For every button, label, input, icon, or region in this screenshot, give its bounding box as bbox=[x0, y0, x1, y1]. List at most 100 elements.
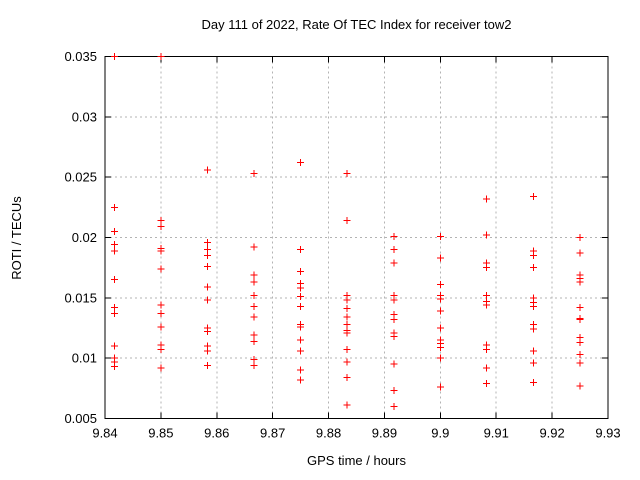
data-point-marker bbox=[483, 195, 491, 203]
data-point-marker bbox=[530, 325, 538, 333]
data-point-marker bbox=[203, 166, 211, 174]
data-point-marker bbox=[390, 246, 398, 254]
data-point-marker bbox=[343, 305, 351, 313]
data-point-marker bbox=[203, 283, 211, 291]
data-point-marker bbox=[436, 295, 444, 303]
x-tick-label: 9.9 bbox=[431, 426, 449, 441]
chart-title: Day 111 of 2022, Rate Of TEC Index for r… bbox=[201, 17, 512, 32]
data-point-marker bbox=[343, 346, 351, 354]
x-tick-label: 9.86 bbox=[204, 426, 229, 441]
data-point-marker bbox=[483, 364, 491, 372]
data-point-marker bbox=[483, 231, 491, 239]
x-tick-label: 9.84 bbox=[92, 426, 117, 441]
y-tick-label: 0.005 bbox=[64, 411, 97, 426]
data-point-marker bbox=[343, 313, 351, 321]
data-point-marker bbox=[483, 301, 491, 309]
y-tick-label: 0.02 bbox=[72, 230, 97, 245]
data-point-marker bbox=[390, 402, 398, 410]
data-point-marker bbox=[250, 243, 258, 251]
data-point-marker bbox=[111, 363, 119, 371]
data-point-marker bbox=[436, 307, 444, 315]
data-point-marker bbox=[530, 378, 538, 386]
data-point-marker bbox=[483, 380, 491, 388]
data-point-marker bbox=[157, 346, 165, 354]
data-point-marker bbox=[576, 249, 584, 257]
data-point-marker bbox=[250, 337, 258, 345]
data-point-marker bbox=[576, 359, 584, 367]
data-point-marker bbox=[157, 265, 165, 273]
data-point-marker bbox=[250, 291, 258, 299]
data-point-marker bbox=[250, 271, 258, 279]
data-point-marker bbox=[390, 296, 398, 304]
data-point-marker bbox=[203, 252, 211, 260]
data-point-marker bbox=[111, 342, 119, 350]
data-point-marker bbox=[111, 276, 119, 284]
x-tick-label: 9.89 bbox=[372, 426, 397, 441]
x-tick-label: 9.87 bbox=[260, 426, 285, 441]
data-point-marker bbox=[297, 302, 305, 310]
y-tick-label: 0.01 bbox=[72, 351, 97, 366]
data-point-marker bbox=[203, 262, 211, 270]
data-point-marker bbox=[203, 296, 211, 304]
x-tick-label: 9.85 bbox=[148, 426, 173, 441]
data-point-marker bbox=[390, 387, 398, 395]
data-point-marker bbox=[390, 360, 398, 368]
data-point-marker bbox=[203, 347, 211, 355]
data-point-marker bbox=[203, 361, 211, 369]
data-point-marker bbox=[297, 284, 305, 292]
data-point-marker bbox=[250, 278, 258, 286]
data-point-marker bbox=[111, 310, 119, 318]
data-point-marker bbox=[436, 281, 444, 289]
data-point-marker bbox=[250, 355, 258, 363]
data-point-marker bbox=[576, 316, 584, 324]
data-point-marker bbox=[390, 332, 398, 340]
data-point-marker bbox=[576, 303, 584, 311]
data-point-marker bbox=[436, 354, 444, 362]
data-point-marker bbox=[297, 376, 305, 384]
data-point-marker bbox=[111, 53, 119, 60]
data-point-marker bbox=[157, 217, 165, 225]
data-point-marker bbox=[576, 382, 584, 390]
data-point-marker bbox=[157, 247, 165, 255]
data-point-marker bbox=[390, 232, 398, 240]
data-point-marker bbox=[343, 358, 351, 366]
data-point-marker bbox=[390, 316, 398, 324]
data-point-marker bbox=[436, 383, 444, 391]
data-point-marker bbox=[297, 347, 305, 355]
data-point-marker bbox=[436, 254, 444, 262]
x-tick-label: 9.93 bbox=[595, 426, 620, 441]
data-point-marker bbox=[343, 170, 351, 178]
data-point-marker bbox=[343, 320, 351, 328]
data-point-marker bbox=[343, 296, 351, 304]
y-axis-label: ROTI / TECUs bbox=[9, 196, 24, 280]
x-axis-label: GPS time / hours bbox=[307, 453, 406, 468]
y-tick-label: 0.035 bbox=[64, 49, 97, 64]
data-point-marker bbox=[343, 401, 351, 409]
data-point-marker bbox=[576, 278, 584, 286]
data-point-marker bbox=[250, 302, 258, 310]
data-point-marker bbox=[436, 324, 444, 332]
data-point-marker bbox=[297, 267, 305, 275]
data-point-marker bbox=[111, 241, 119, 249]
data-point-marker bbox=[530, 302, 538, 310]
data-point-marker bbox=[343, 329, 351, 337]
data-point-marker bbox=[157, 364, 165, 372]
data-point-marker bbox=[250, 170, 258, 178]
data-point-marker bbox=[343, 217, 351, 225]
data-point-marker bbox=[203, 246, 211, 254]
data-point-marker bbox=[111, 247, 119, 255]
data-point-marker bbox=[436, 343, 444, 351]
data-point-marker bbox=[297, 159, 305, 167]
data-point-marker bbox=[436, 232, 444, 240]
data-point-marker bbox=[343, 373, 351, 381]
data-point-marker bbox=[250, 361, 258, 369]
data-point-marker bbox=[203, 328, 211, 336]
data-point-marker bbox=[297, 366, 305, 374]
data-point-marker bbox=[157, 310, 165, 318]
data-point-marker bbox=[530, 264, 538, 272]
data-point-marker bbox=[483, 291, 491, 299]
y-tick-label: 0.025 bbox=[64, 170, 97, 185]
data-point-marker bbox=[111, 203, 119, 211]
